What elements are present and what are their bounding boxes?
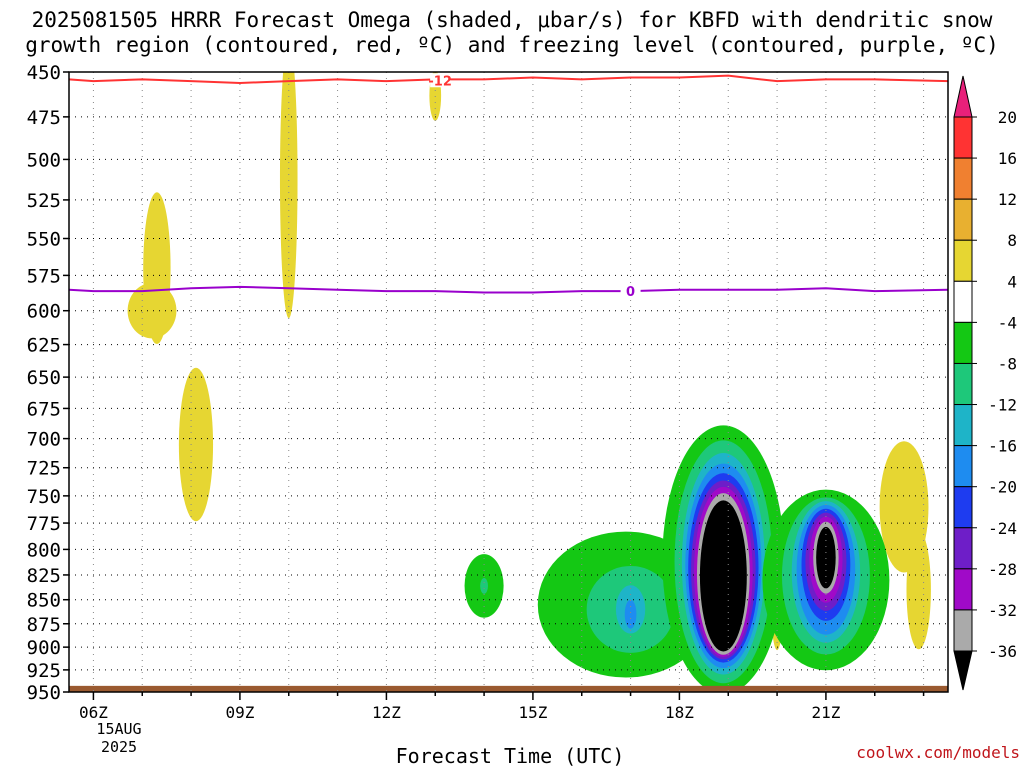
y-tick-label: 825 bbox=[27, 565, 61, 587]
ground-band bbox=[69, 685, 948, 692]
x-tick-label: 21Z bbox=[811, 703, 840, 722]
omega-shading-layer bbox=[127, 72, 931, 692]
y-tick-label: 625 bbox=[27, 335, 61, 357]
x-axis-label: Forecast Time (UTC) bbox=[395, 744, 625, 768]
colorbar-label: -16 bbox=[988, 437, 1017, 456]
plot-frame bbox=[68, 71, 949, 693]
x-tick-label: 18Z bbox=[665, 703, 694, 722]
colorbar-label: 12 bbox=[998, 190, 1017, 209]
colorbar-label: 4 bbox=[1007, 272, 1017, 291]
colorbar-label: -28 bbox=[988, 560, 1017, 579]
y-tick-label: 500 bbox=[27, 149, 61, 171]
dendritic-contour bbox=[68, 74, 949, 84]
contour-label-bg bbox=[620, 284, 641, 299]
omega-region bbox=[127, 283, 177, 339]
x-axis: 06Z 09Z 12Z 15Z 18Z 21Z bbox=[79, 692, 925, 722]
colorbar-top-arrow bbox=[953, 75, 973, 118]
x-tick-label: 15Z bbox=[518, 703, 547, 722]
credit-text: coolwx.com/models bbox=[856, 743, 1020, 762]
colorbar: 20 16 12 8 4 -4 -8 -12 -16 -20 -24 -28 -32 -36 bbox=[953, 75, 1017, 691]
colorbar-label: -4 bbox=[998, 313, 1017, 332]
colorbar-bin bbox=[953, 198, 973, 241]
y-tick-label: 525 bbox=[27, 190, 61, 212]
y-tick-label: 675 bbox=[27, 398, 61, 420]
y-tick-label: 775 bbox=[27, 513, 61, 535]
colorbar-bin bbox=[953, 321, 973, 364]
ground-layer bbox=[69, 685, 948, 692]
omega-region bbox=[624, 599, 637, 629]
y-tick-label: 850 bbox=[27, 590, 61, 612]
x-tick-label: 12Z bbox=[372, 703, 401, 722]
colorbar-label: 8 bbox=[1007, 231, 1017, 250]
colorbar-bin bbox=[953, 404, 973, 447]
y-tick-label: 475 bbox=[27, 107, 61, 129]
omega-region bbox=[699, 500, 747, 652]
chart-title-line-1: 2025081505 HRRR Forecast Omega (shaded, … bbox=[31, 8, 993, 32]
contour-label-bg bbox=[430, 73, 451, 88]
contour-label: -12 bbox=[428, 74, 452, 89]
y-tick-label: 700 bbox=[27, 429, 61, 451]
omega-region bbox=[816, 526, 836, 589]
contour-label: 0 bbox=[626, 285, 635, 300]
colorbar-label: -36 bbox=[988, 642, 1017, 661]
omega-region bbox=[480, 577, 488, 594]
colorbar-bottom-arrow bbox=[953, 650, 973, 691]
omega-region bbox=[279, 72, 298, 319]
omega-region bbox=[906, 530, 931, 650]
colorbar-bin bbox=[953, 116, 973, 159]
colorbar-bin bbox=[953, 445, 973, 488]
colorbar-bin bbox=[953, 280, 973, 323]
colorbar-bin bbox=[953, 239, 973, 282]
year-sub-label: 2025 bbox=[100, 738, 138, 756]
colorbar-bin bbox=[953, 157, 973, 200]
colorbar-bin bbox=[953, 362, 973, 406]
colorbar-bin bbox=[953, 568, 973, 611]
freezing-level-contour bbox=[68, 285, 949, 294]
y-tick-label: 950 bbox=[27, 682, 61, 704]
colorbar-label: -24 bbox=[988, 519, 1017, 538]
colorbar-label: -20 bbox=[988, 478, 1017, 497]
y-tick-label: 875 bbox=[27, 614, 61, 636]
omega-region bbox=[178, 367, 214, 522]
y-axis: 450 475 500 525 550 575 600 625 650 675 700 725 750 7… bbox=[27, 62, 69, 704]
colorbar-bin bbox=[953, 609, 973, 652]
y-tick-label: 450 bbox=[27, 62, 61, 84]
colorbar-bin bbox=[953, 527, 973, 570]
y-tick-label: 800 bbox=[27, 539, 61, 561]
colorbar-label: -32 bbox=[988, 601, 1017, 620]
y-tick-label: 900 bbox=[27, 637, 61, 659]
y-tick-label: 925 bbox=[27, 660, 61, 682]
colorbar-label: 16 bbox=[998, 149, 1017, 168]
y-tick-label: 725 bbox=[27, 458, 61, 480]
colorbar-label: -12 bbox=[988, 396, 1017, 415]
y-tick-label: 600 bbox=[27, 301, 61, 323]
colorbar-label: 20 bbox=[998, 108, 1017, 127]
y-tick-label: 750 bbox=[27, 486, 61, 508]
contour-layer: -12 0 bbox=[68, 73, 949, 300]
y-tick-label: 550 bbox=[27, 229, 61, 251]
colorbar-label: -8 bbox=[998, 354, 1017, 373]
y-tick-label: 650 bbox=[27, 367, 61, 389]
chart-title-line-2: growth region (contoured, red, ºC) and f… bbox=[25, 33, 999, 57]
colorbar-bin bbox=[953, 486, 973, 529]
y-tick-label: 575 bbox=[27, 265, 61, 287]
date-sub-label: 15AUG bbox=[96, 720, 142, 738]
plot-border bbox=[68, 71, 949, 693]
x-tick-label: 06Z bbox=[79, 703, 108, 722]
x-tick-label: 09Z bbox=[225, 703, 254, 722]
